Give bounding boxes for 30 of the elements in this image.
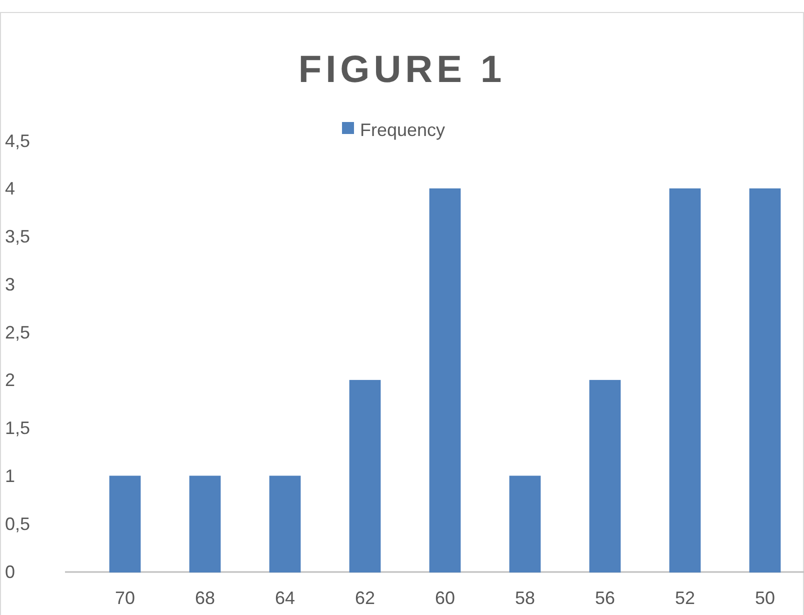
x-tick-label: 64	[274, 588, 296, 608]
x-tick-label: 62	[354, 588, 376, 608]
chart-title: FIGURE 1	[298, 49, 506, 91]
bar	[429, 188, 461, 572]
bar	[269, 476, 301, 572]
x-tick-label: 68	[194, 588, 216, 608]
y-tick-label: 2,5	[5, 322, 30, 342]
bar	[109, 476, 141, 572]
bar	[589, 380, 621, 572]
bar	[669, 188, 701, 572]
y-tick-label: 1	[5, 466, 16, 486]
bar	[749, 188, 781, 572]
y-tick-label: 4,5	[5, 130, 30, 151]
x-tick-label: 50	[754, 588, 776, 608]
x-tick-label: 58	[514, 588, 536, 608]
y-tick-label: 3	[5, 274, 16, 294]
x-tick-label: 56	[594, 588, 616, 608]
x-tick-label: 60	[434, 588, 456, 608]
y-tick-label: 2	[5, 370, 16, 390]
x-tick-label: 52	[674, 588, 696, 608]
y-tick-label: 4	[5, 178, 16, 199]
bar	[349, 380, 381, 572]
y-tick-label: 1,5	[5, 418, 30, 438]
bar	[509, 476, 541, 572]
bar	[189, 476, 221, 572]
legend-label: Frequency	[360, 120, 446, 140]
y-tick-label: 3,5	[5, 226, 30, 247]
x-tick-label: 70	[114, 588, 136, 608]
y-tick-label: 0,5	[5, 514, 30, 534]
y-tick-label: 0	[5, 562, 16, 582]
